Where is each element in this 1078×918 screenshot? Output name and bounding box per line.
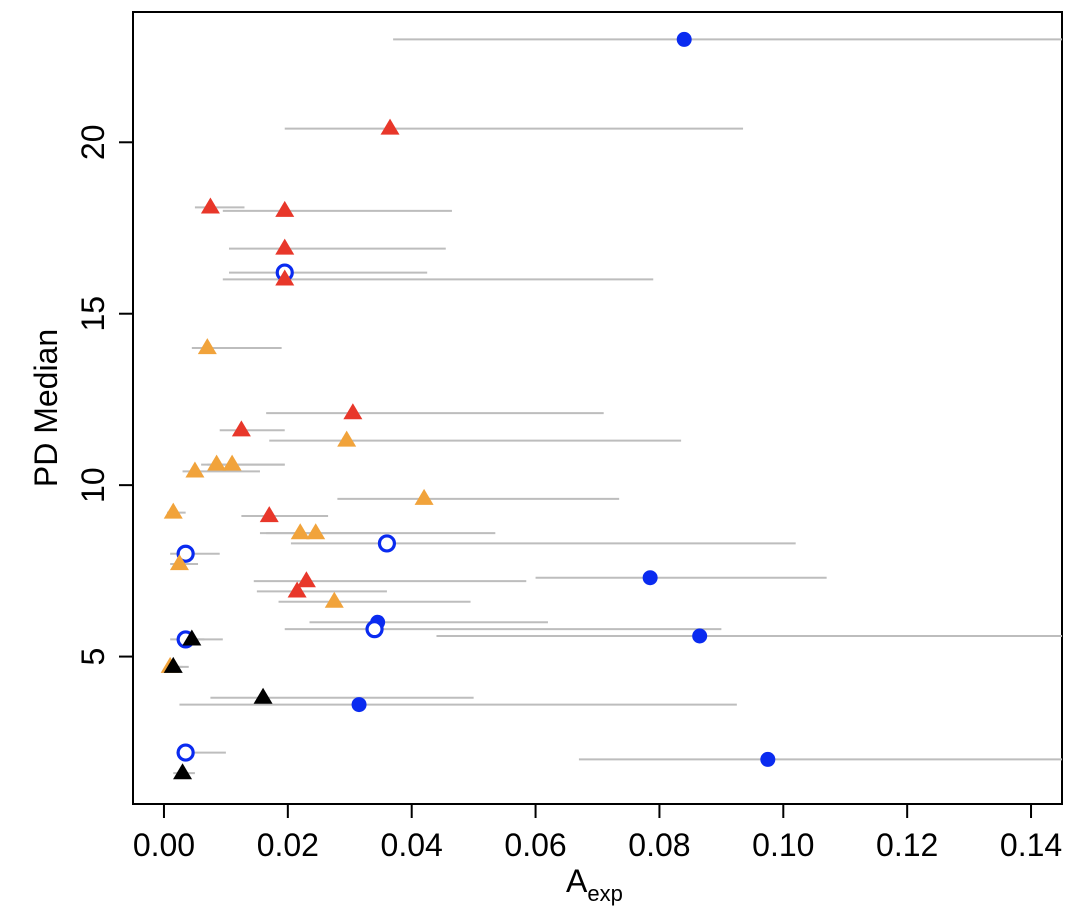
data-point-triangle [324, 591, 344, 608]
x-tick-label: 0.10 [752, 827, 814, 863]
x-tick-label: 0.06 [504, 827, 566, 863]
data-point-triangle [231, 420, 251, 437]
y-tick-label: 20 [75, 124, 111, 160]
data-point-filled-circle [351, 697, 367, 713]
data-point-open-circle [176, 544, 195, 563]
y-tick-label: 15 [75, 296, 111, 332]
data-point-triangle [253, 687, 273, 704]
data-points [160, 31, 776, 780]
data-point-triangle [380, 118, 400, 135]
data-point-triangle [414, 488, 434, 505]
data-point-triangle [197, 338, 217, 355]
data-point-triangle [337, 430, 357, 447]
data-point-filled-circle [692, 628, 708, 644]
data-point-open-circle [377, 534, 397, 553]
plot-frame [132, 11, 1063, 805]
data-point-triangle [287, 581, 307, 598]
data-point-triangle [290, 523, 310, 540]
x-tick-label: 0.04 [381, 827, 443, 863]
data-point-filled-circle [676, 31, 692, 47]
data-point-triangle [163, 502, 183, 519]
y-axis-title: PD Median [28, 329, 64, 487]
x-tick-label: 0.08 [628, 827, 690, 863]
x-tick-label: 0.12 [876, 827, 938, 863]
data-point-filled-circle [642, 570, 658, 586]
data-point-triangle [200, 197, 220, 214]
data-point-triangle [222, 454, 242, 471]
data-point-triangle [185, 461, 205, 478]
data-point-triangle [296, 571, 316, 588]
y-tick-label: 5 [75, 648, 111, 666]
data-point-triangle [173, 763, 193, 780]
data-point-triangle [343, 403, 363, 420]
data-point-open-circle [365, 620, 384, 639]
data-point-triangle [259, 506, 279, 523]
data-point-triangle [275, 269, 295, 286]
y-tick-label: 10 [75, 467, 111, 503]
y-axis: 5 10 15 20 [75, 124, 133, 665]
data-point-triangle [182, 629, 202, 646]
x-tick-label: 0.02 [257, 827, 319, 863]
x-tick-label: 0.00 [133, 827, 195, 863]
data-point-triangle [306, 523, 326, 540]
data-point-filled-circle [760, 751, 776, 767]
data-point-triangle [275, 200, 295, 217]
x-tick-label: 0.14 [1000, 827, 1062, 863]
data-point-triangle [275, 238, 295, 255]
data-point-open-circle [176, 743, 195, 762]
error-bars [167, 38, 1062, 775]
x-axis: 0.00 0.02 0.04 0.06 0.08 0.10 0.12 0.14 [133, 803, 1062, 863]
data-point-triangle [163, 656, 183, 673]
data-point-triangle [207, 454, 227, 471]
data-point-triangle [169, 554, 189, 571]
x-axis-title: Aexp [566, 863, 623, 906]
